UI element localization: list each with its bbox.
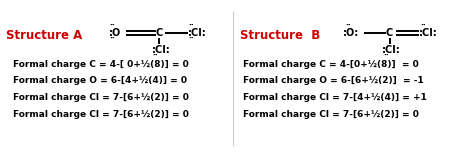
Text: C: C [386, 28, 393, 38]
Text: ··: ·· [420, 22, 426, 30]
Text: Formal charge C = 4-[0+½(8)]  = 0: Formal charge C = 4-[0+½(8)] = 0 [243, 60, 419, 69]
Text: Structure  B: Structure B [240, 29, 321, 42]
Text: Formal charge Cl = 7-[6+½(2)] = 0: Formal charge Cl = 7-[6+½(2)] = 0 [13, 110, 189, 119]
Text: ··: ·· [383, 52, 389, 61]
Text: :Cl:: :Cl: [382, 45, 401, 54]
Text: Formal charge Cl = 7-[6+½(2)] = 0: Formal charge Cl = 7-[6+½(2)] = 0 [243, 110, 419, 119]
Text: :O: :O [109, 28, 121, 38]
Text: ··: ·· [189, 35, 194, 44]
Text: Structure A: Structure A [6, 29, 82, 42]
Text: Formal charge O = 6-[6+½(2)]  = -1: Formal charge O = 6-[6+½(2)] = -1 [243, 76, 424, 85]
Text: ··: ·· [153, 52, 158, 61]
Text: Formal charge O = 6-[4+½(4)] = 0: Formal charge O = 6-[4+½(4)] = 0 [13, 76, 187, 85]
Text: :O:: :O: [343, 28, 359, 38]
Text: Formal charge Cl = 7-[6+½(2)] = 0: Formal charge Cl = 7-[6+½(2)] = 0 [13, 93, 189, 102]
Text: :Cl:: :Cl: [152, 45, 170, 54]
Text: :Cl:: :Cl: [419, 28, 438, 38]
Text: ··: ·· [189, 22, 194, 30]
Text: :Cl:: :Cl: [188, 28, 207, 38]
Text: Formal charge Cl = 7-[4+½(4)] = +1: Formal charge Cl = 7-[4+½(4)] = +1 [243, 93, 427, 102]
Text: C: C [155, 28, 163, 38]
Text: ··: ·· [109, 35, 116, 44]
Text: ··: ·· [345, 22, 351, 30]
Text: ··: ·· [109, 22, 116, 30]
Text: Formal charge C = 4-[ 0+½(8)] = 0: Formal charge C = 4-[ 0+½(8)] = 0 [13, 60, 189, 69]
